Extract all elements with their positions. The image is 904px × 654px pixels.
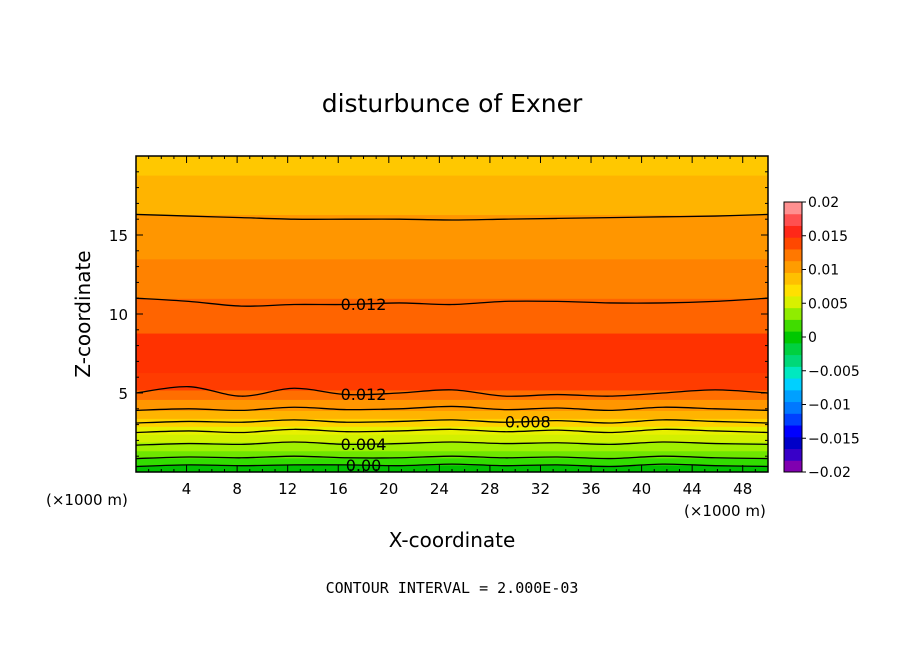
contour-fill-bands <box>136 156 768 472</box>
colorbar-segment-12 <box>784 319 802 332</box>
contour-line-6 <box>136 386 768 397</box>
colorbar-segment-18 <box>784 248 802 262</box>
contour-band-13 <box>136 258 768 299</box>
y-tick-label-0: 5 <box>118 385 128 403</box>
x-axis-unit-right: (×1000 m) <box>684 502 766 520</box>
colorbar-tick-label-2: 0.01 <box>808 263 839 279</box>
y-axis-ticks: 5 10 15 <box>109 171 768 457</box>
colorbar-segment-3 <box>784 425 802 438</box>
y-axis-label: Z-coordinate <box>71 250 95 377</box>
contour-line-2 <box>136 441 768 446</box>
contour-line-4 <box>136 419 768 424</box>
x-tick-label-5: 24 <box>430 480 449 498</box>
colorbar-segment-7 <box>784 378 802 391</box>
colorbar-segment-21 <box>784 213 802 226</box>
y-tick-label-2: 15 <box>109 227 128 245</box>
colorbar-segment-14 <box>784 295 802 309</box>
colorbar-segment-16 <box>784 272 802 285</box>
x-tick-label-2: 12 <box>278 480 297 498</box>
x-axis-label: X-coordinate <box>389 528 516 552</box>
contour-band-7 <box>136 410 768 419</box>
colorbar-segment-4 <box>784 413 802 426</box>
colorbar-segment-19 <box>784 237 802 250</box>
chart-title: disturbunce of Exner <box>322 89 583 118</box>
colorbar-segment-13 <box>784 307 802 320</box>
x-tick-label-9: 40 <box>632 480 651 498</box>
x-tick-label-1: 8 <box>232 480 242 498</box>
contour-label-7: 0.012 <box>341 295 387 314</box>
x-tick-label-4: 20 <box>379 480 398 498</box>
colorbar-tick-label-0: 0.02 <box>808 195 839 211</box>
contour-band-8 <box>136 399 768 411</box>
colorbar-segment-8 <box>784 366 802 379</box>
contour-band-15 <box>136 174 768 216</box>
contour-band-2 <box>136 450 768 459</box>
x-tick-label-7: 32 <box>531 480 550 498</box>
colorbar-segment-0 <box>784 460 802 473</box>
colorbar: 0.02 0.015 0.01 0.005 0 −0.005 −0.01 −0.015 −0.0… <box>783 195 860 481</box>
contour-band-9 <box>136 389 768 400</box>
colorbar-tick-label-4: 0 <box>808 330 817 346</box>
contour-interval-note: CONTOUR INTERVAL = 2.000E-03 <box>326 579 579 597</box>
contour-band-3 <box>136 441 768 452</box>
colorbar-segment-15 <box>784 284 802 297</box>
contour-band-0 <box>136 464 768 472</box>
contour-band-11 <box>136 332 768 374</box>
contour-line-5 <box>136 405 768 412</box>
contour-label-4: 0.008 <box>505 413 551 432</box>
colorbar-segment-22 <box>784 202 802 215</box>
colorbar-segment-11 <box>784 331 802 344</box>
contour-line-7 <box>136 297 768 307</box>
contour-line-3 <box>136 428 768 434</box>
colorbar-segment-17 <box>784 260 802 273</box>
colorbar-segment-2 <box>784 436 802 450</box>
colorbar-segment-1 <box>784 448 802 461</box>
colorbar-tick-label-1: 0.015 <box>808 229 848 245</box>
x-tick-label-3: 16 <box>329 480 348 498</box>
x-axis-unit-left: (×1000 m) <box>46 491 128 509</box>
contour-band-1 <box>136 457 768 466</box>
colorbar-segment-9 <box>784 354 802 367</box>
contour-label-2: 0.004 <box>341 435 387 454</box>
contour-line-0 <box>136 463 768 468</box>
contour-band-14 <box>136 214 768 260</box>
contour-labels: 0.00 0.004 0.008 0.012 0.012 <box>341 295 551 475</box>
x-tick-label-6: 28 <box>480 480 499 498</box>
contour-band-5 <box>136 426 768 435</box>
contour-band-12 <box>136 298 768 334</box>
contour-lines <box>136 213 768 468</box>
contour-label-6: 0.012 <box>341 385 387 404</box>
x-axis-ticks: 4 8 12 16 20 24 28 32 36 40 44 48 <box>148 156 756 498</box>
colorbar-tick-label-5: −0.005 <box>808 364 860 380</box>
x-tick-label-8: 36 <box>581 480 600 498</box>
contour-band-4 <box>136 434 768 443</box>
colorbar-segment-5 <box>784 401 802 414</box>
colorbar-tick-label-7: −0.015 <box>808 431 860 447</box>
x-tick-label-11: 48 <box>733 480 752 498</box>
colorbar-tick-label-8: −0.02 <box>808 465 851 481</box>
contour-band-16 <box>136 156 768 176</box>
colorbar-segment-6 <box>784 389 802 403</box>
contour-label-0: 0.00 <box>346 456 382 475</box>
colorbar-segment-20 <box>784 225 802 238</box>
contour-line-8 <box>136 213 768 221</box>
colorbar-tick-label-3: 0.005 <box>808 296 848 312</box>
colorbar-segment-10 <box>784 342 802 356</box>
x-tick-label-10: 44 <box>683 480 702 498</box>
y-tick-label-1: 10 <box>109 306 128 324</box>
x-tick-label-0: 4 <box>182 480 192 498</box>
colorbar-tick-label-6: −0.01 <box>808 398 851 414</box>
contour-line-1 <box>136 455 768 460</box>
contour-band-6 <box>136 418 768 427</box>
contour-band-10 <box>136 372 768 391</box>
